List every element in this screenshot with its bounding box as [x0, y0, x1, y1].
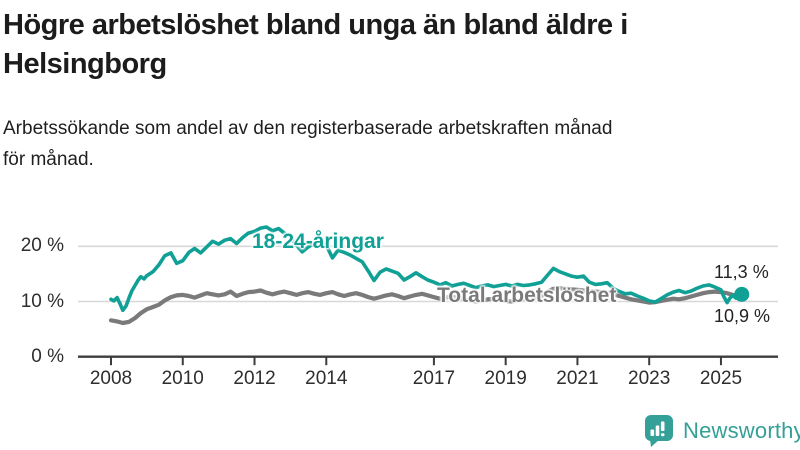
- chart-subtitle: Arbetssökande som andel av den registerb…: [3, 113, 743, 175]
- page-title-line2: Helsingborg: [3, 48, 167, 80]
- x-tick-label: 2017: [412, 368, 456, 389]
- y-tick-label: 20 %: [20, 235, 64, 257]
- page-title: Högre arbetslöshet bland unga än bland ä…: [3, 6, 773, 84]
- x-tick-label: 2025: [699, 368, 743, 389]
- x-tick-label: 2008: [89, 368, 133, 389]
- series-label-total: Total arbetslöshet: [437, 284, 617, 307]
- series-line-young: [109, 225, 744, 313]
- newsworthy-logo[interactable]: Newsworthy: [643, 414, 800, 448]
- chart-subtitle-line1: Arbetssökande som andel av den registerb…: [3, 118, 613, 139]
- x-tick-label: 2012: [233, 368, 276, 389]
- x-tick-label: 2021: [556, 368, 599, 389]
- x-tick-label: 2019: [484, 368, 527, 389]
- y-tick-label: 10 %: [20, 290, 64, 312]
- page-title-line1: Högre arbetslöshet bland unga än bland ä…: [3, 9, 628, 41]
- chart-subtitle-line2: för månad.: [3, 149, 94, 170]
- end-value-total: 10,9 %: [714, 306, 771, 326]
- x-axis: [78, 355, 778, 366]
- newsworthy-logo-text: Newsworthy: [683, 418, 800, 443]
- series-label-young: 18-24-åringar: [252, 230, 384, 253]
- x-tick-label: 2010: [161, 368, 204, 389]
- series-end-dot: [734, 286, 750, 302]
- bar-chart-speech-bubble-icon: [645, 415, 673, 447]
- series-line-total: [108, 286, 744, 326]
- end-value-young: 11,3 %: [714, 262, 769, 282]
- x-tick-label: 2014: [305, 368, 348, 389]
- y-tick-label: 0 %: [31, 345, 64, 367]
- x-tick-label: 2023: [628, 368, 671, 389]
- data-series-lines: [108, 225, 750, 326]
